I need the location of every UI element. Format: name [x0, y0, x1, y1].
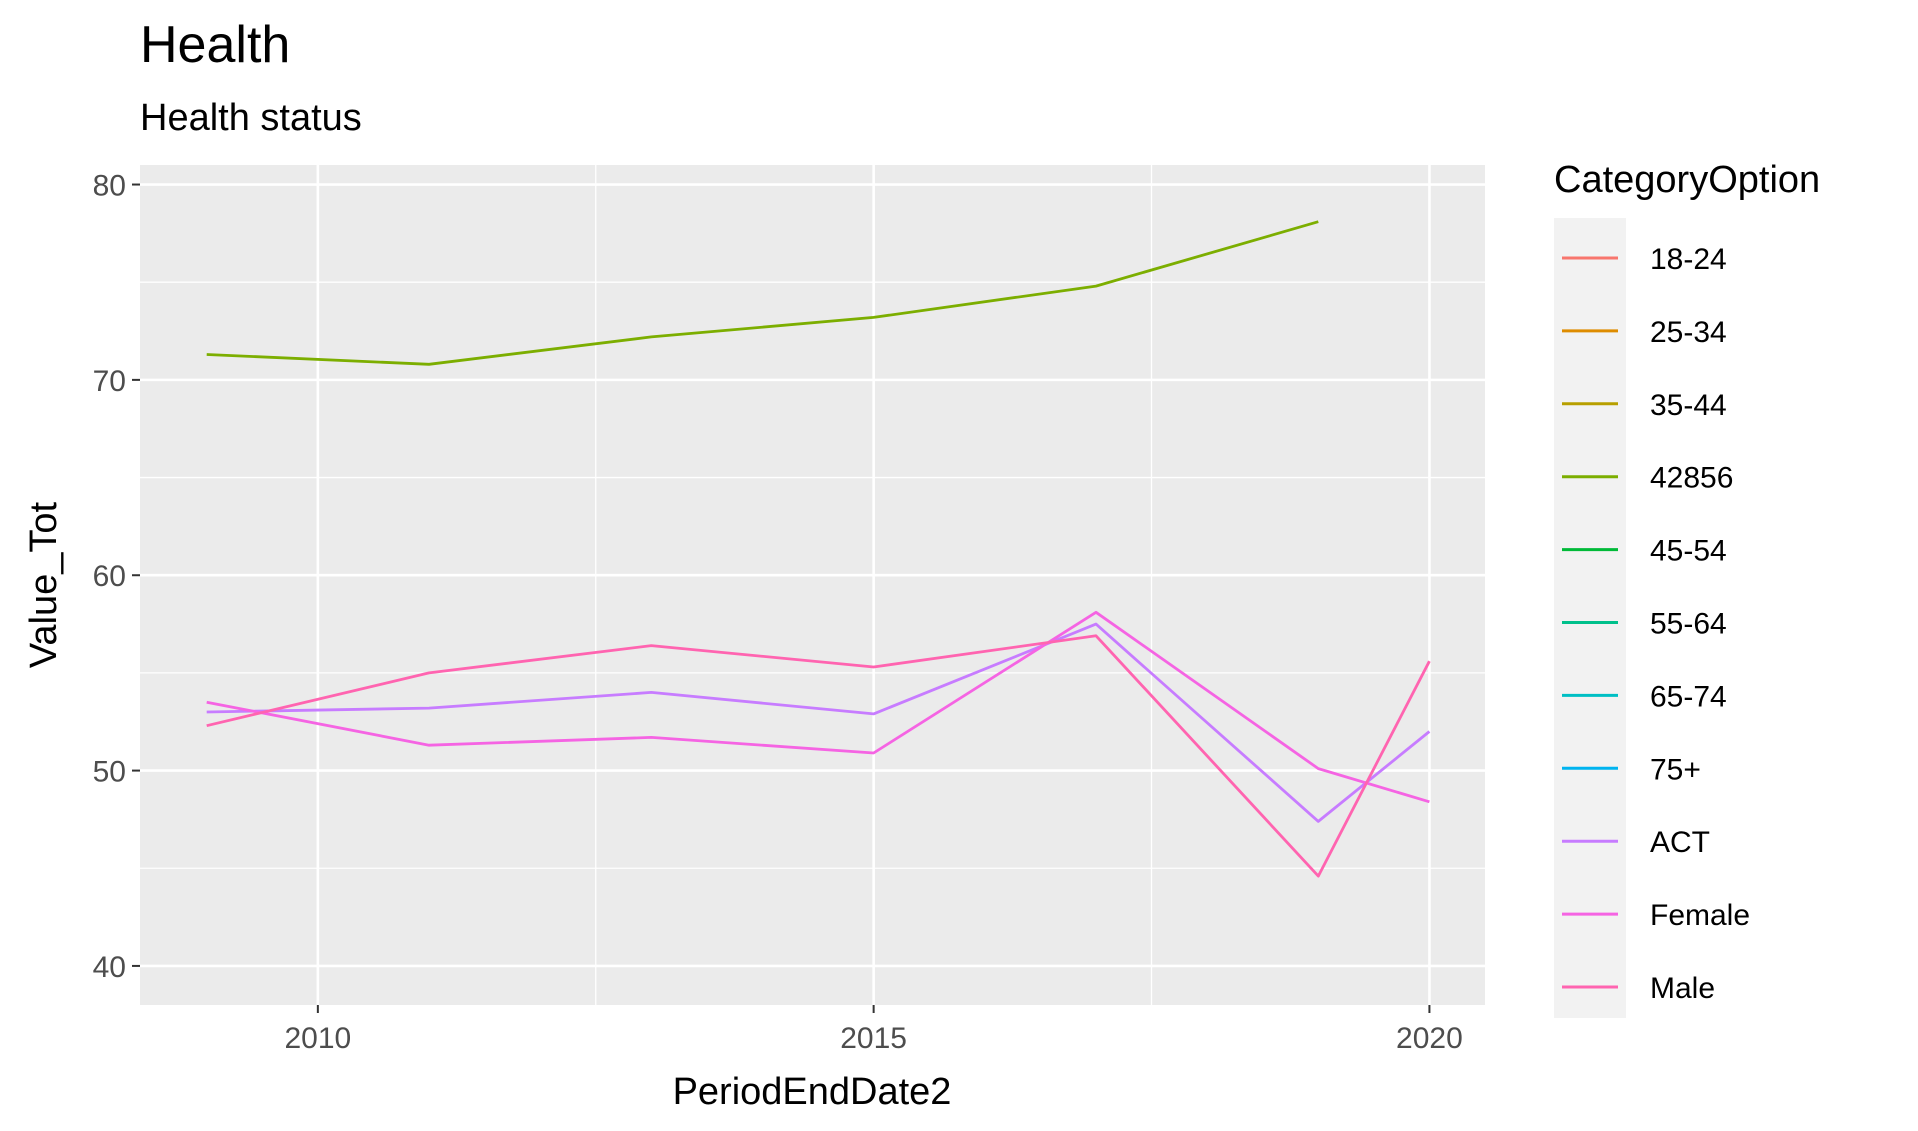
- legend-label: 35-44: [1650, 389, 1727, 422]
- series-line-42856: [206, 220, 1319, 366]
- series-layer: [206, 220, 1431, 878]
- y-axis: 40 50 60 70 80: [93, 170, 140, 984]
- series-line-male: [206, 634, 1431, 878]
- x-axis-title: PeriodEndDate2: [673, 1071, 952, 1113]
- y-tick-label: 80: [93, 170, 126, 203]
- series-line-act: [206, 622, 1431, 823]
- y-tick-label: 70: [93, 365, 126, 398]
- series-line-female: [206, 610, 1430, 804]
- grid-major: [140, 165, 1485, 1005]
- legend-title: CategoryOption: [1554, 159, 1820, 201]
- chart-title: Health: [140, 16, 290, 74]
- legend-label: ACT: [1650, 826, 1710, 859]
- chart-subtitle: Health status: [140, 97, 362, 139]
- x-tick-label: 2020: [1396, 1022, 1463, 1055]
- legend-label: 55-64: [1650, 608, 1727, 641]
- y-axis-title: Value_Tot: [23, 501, 65, 668]
- legend-label: Female: [1650, 899, 1750, 932]
- x-tick-label: 2015: [840, 1022, 907, 1055]
- y-tick-label: 40: [93, 951, 126, 984]
- legend-key-panel: [1554, 218, 1626, 1018]
- legend-label: 18-24: [1650, 243, 1727, 276]
- grid-minor: [140, 165, 1485, 1005]
- legend-label: 45-54: [1650, 535, 1727, 568]
- x-tick-label: 2010: [284, 1022, 351, 1055]
- legend-label: Male: [1650, 972, 1715, 1005]
- legend-label: 65-74: [1650, 680, 1727, 713]
- plot-panel: [140, 165, 1485, 1005]
- y-tick-label: 50: [93, 756, 126, 789]
- y-tick-label: 60: [93, 560, 126, 593]
- legend: 18-24 25-34 35-44 42856 45-54 55-64 65-74 75+ AC…: [1562, 243, 1750, 1005]
- legend-label: 25-34: [1650, 316, 1727, 349]
- legend-label: 75+: [1650, 753, 1701, 786]
- x-axis: 2010 2015 2020: [284, 1005, 1463, 1055]
- legend-label: 42856: [1650, 462, 1733, 495]
